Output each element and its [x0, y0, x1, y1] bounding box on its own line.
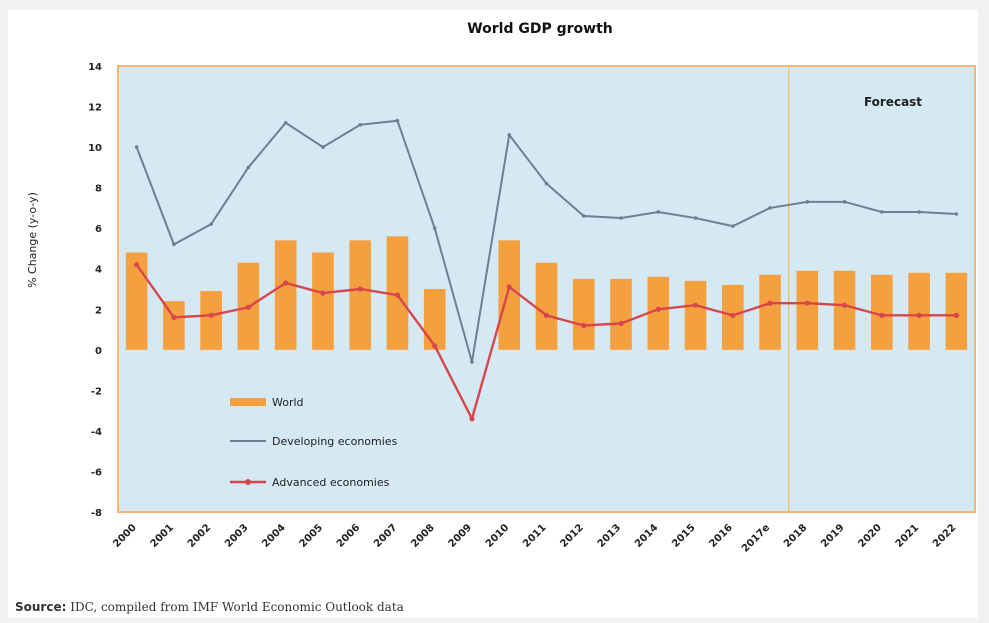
y-tick-label: 12 [88, 103, 102, 114]
world-bar [610, 278, 632, 350]
series-point [432, 343, 438, 349]
y-tick-label: 4 [95, 265, 102, 276]
series-lines [134, 118, 959, 423]
series-point [470, 360, 474, 364]
series-point [954, 212, 959, 216]
legend-label: Advanced economies [272, 476, 390, 489]
series-point [768, 206, 772, 210]
world-bar [200, 291, 222, 350]
series-point [879, 312, 885, 318]
y-tick-label: -4 [91, 427, 102, 438]
world-bar [312, 252, 334, 350]
y-tick-label: -6 [91, 467, 102, 478]
y-axis-label: % Change (y-o-y) [26, 192, 39, 288]
world-bar [498, 240, 521, 350]
series-point [357, 286, 363, 292]
series-point [507, 133, 512, 137]
series-point [619, 216, 623, 220]
series-point [917, 210, 921, 214]
y-axis-ticks: 14 12 10 8 6 4 2 0 -2 -4 -6 -8 [88, 62, 102, 519]
y-tick-label: 14 [88, 62, 102, 73]
series-point [880, 210, 884, 214]
series-point [730, 312, 736, 318]
source-label: Source: [15, 600, 67, 614]
series-point [134, 262, 140, 268]
series-point [841, 302, 848, 308]
legend-label: Developing economies [272, 435, 398, 448]
series-point [916, 312, 922, 318]
series-point [618, 320, 624, 327]
series-point [246, 165, 251, 170]
world-bar [647, 276, 670, 350]
series-point [283, 120, 288, 125]
series-point [283, 280, 289, 286]
world-bar [908, 272, 930, 350]
world-bar [163, 301, 185, 350]
series-point [209, 222, 213, 226]
series-point [395, 118, 400, 123]
world-bar [833, 270, 856, 350]
chart-title: World GDP growth [467, 21, 613, 37]
series-point [804, 300, 810, 306]
series-point [581, 322, 587, 329]
series-point [581, 214, 586, 218]
legend-swatch [230, 398, 266, 406]
series-point [543, 312, 550, 318]
series-point [469, 416, 475, 422]
series-point [320, 290, 326, 296]
world-bar [274, 240, 297, 350]
series-point [953, 312, 959, 318]
series-point [692, 302, 699, 308]
series-point [506, 284, 512, 290]
legend: World Developing economies Advanced econom… [230, 396, 398, 489]
world-bar [535, 262, 558, 350]
world-bar [349, 240, 372, 350]
world-bar [572, 278, 595, 350]
series-point [805, 200, 810, 204]
series-point [394, 292, 401, 298]
series-point [655, 306, 661, 312]
series-point [172, 242, 176, 247]
series-point [656, 210, 661, 214]
series-point [767, 300, 773, 306]
legend-label: World [272, 396, 304, 409]
legend-marker [245, 479, 251, 485]
world-bar [423, 289, 446, 350]
world-bar [796, 270, 819, 350]
y-tick-label: 6 [95, 224, 102, 235]
series-point [432, 226, 437, 230]
series-point [693, 216, 698, 220]
y-tick-label: 8 [95, 184, 102, 195]
series-point [245, 304, 252, 310]
world-bar [871, 274, 893, 350]
series-point [134, 145, 139, 149]
series-point [208, 312, 214, 318]
y-tick-label: 10 [88, 143, 102, 154]
source-text: IDC, compiled from IMF World Economic Ou… [66, 600, 404, 614]
series-point [358, 122, 362, 127]
series-point [731, 224, 735, 228]
series-point [842, 200, 847, 204]
world-bar [684, 280, 707, 350]
world-bar [759, 274, 781, 350]
series-point [171, 314, 177, 320]
world-bar [125, 252, 148, 350]
y-tick-label: -2 [91, 386, 102, 397]
source-note: Source: IDC, compiled from IMF World Eco… [15, 600, 404, 614]
series-point [321, 145, 325, 149]
series-point [544, 181, 549, 186]
forecast-label: Forecast [864, 95, 922, 109]
y-tick-label: 0 [95, 346, 102, 357]
y-tick-label: 2 [95, 305, 102, 316]
world-bars [125, 236, 968, 350]
y-tick-label: -8 [91, 508, 102, 519]
world-bar [945, 272, 968, 350]
